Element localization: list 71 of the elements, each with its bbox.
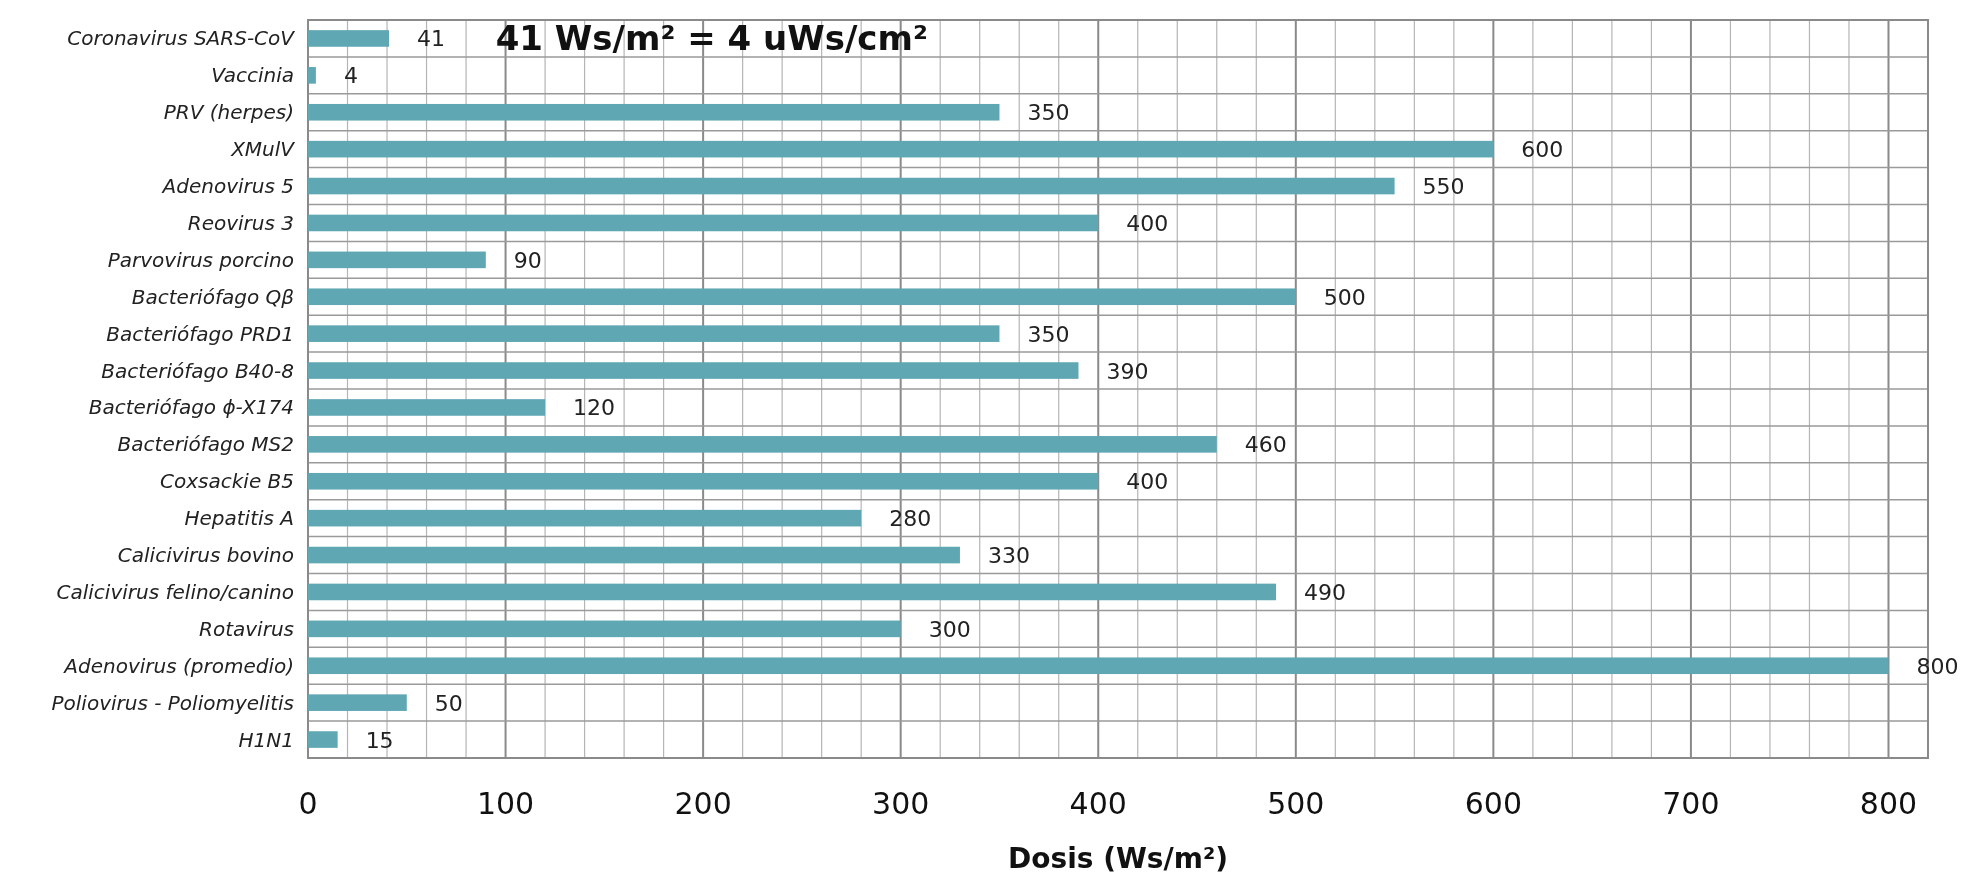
bar [308,288,1296,306]
y-tick-label: Poliovirus - Poliomyelitis [51,690,294,715]
data-label: 490 [1304,579,1347,605]
bar [308,362,1079,379]
data-label: 500 [1323,284,1366,310]
y-tick-label: Bacteriófago B40-8 [101,358,294,383]
y-tick-label: Coxsackie B5 [160,469,294,494]
data-label: 390 [1106,358,1149,384]
x-axis-title: Dosis (Ws/m²) [1008,842,1228,875]
data-label: 350 [1027,100,1070,126]
x-tick-label: 700 [1662,786,1720,821]
data-label: 600 [1521,137,1564,163]
data-label: 400 [1126,210,1169,236]
bar [308,731,338,748]
data-label: 400 [1126,469,1169,495]
x-tick-label: 400 [1069,786,1127,821]
x-tick-label: 800 [1859,786,1918,821]
data-label: 460 [1244,432,1287,458]
y-tick-label: Bacteriófago PRD1 [106,321,294,346]
data-label: 50 [434,690,463,716]
chart-title: 41 Ws/m² = 4 uWs/cm² [495,18,928,58]
data-label: 330 [987,543,1030,569]
y-tick-label: Adenovirus 5 [160,174,294,199]
bar [308,399,546,416]
x-tick-label: 500 [1267,786,1325,821]
bar [308,546,960,564]
y-tick-label: Bacteriófago Qβ [131,284,295,309]
bar [308,103,1000,121]
bar [308,694,407,711]
x-tick-label: 100 [476,786,535,821]
data-label: 4 [343,63,358,89]
y-tick-label: Calicivirus felino/canino [56,579,294,604]
bar [308,177,1395,195]
bar [308,30,389,47]
data-label: 300 [928,616,971,642]
bar [308,140,1494,158]
bar [308,67,316,84]
x-tick-label: 200 [674,786,732,821]
x-tick-label: 0 [298,786,318,821]
y-tick-label: Bacteriófago ɸ-X174 [88,395,294,420]
data-label: 350 [1027,321,1070,347]
data-label: 550 [1422,174,1465,200]
bar [308,583,1277,601]
y-tick-label: H1N1 [238,727,294,752]
data-label: 41 [417,26,445,52]
x-tick-label: 600 [1464,786,1522,821]
y-tick-label: Vaccinia [211,63,294,88]
data-label: 280 [889,506,932,532]
bar [308,472,1099,490]
bar [308,436,1217,453]
y-tick-label: PRV (herpes) [163,100,294,125]
bar [308,509,862,527]
y-tick-label: Reovirus 3 [187,210,294,235]
data-label: 120 [573,395,616,421]
y-tick-label: Adenovirus (promedio) [62,653,294,678]
y-tick-label: Hepatitis A [184,506,294,531]
x-tick-label: 300 [872,786,930,821]
data-label: 15 [365,727,394,753]
bar [308,214,1099,232]
y-tick-label: Bacteriófago MS2 [117,432,294,457]
y-tick-label: Coronavirus SARS-CoV [67,26,296,51]
y-tick-label: Rotavirus [199,616,294,641]
bar [308,657,1889,675]
y-tick-label: Calicivirus bovino [117,543,294,568]
bar [308,251,486,269]
bar [308,620,901,638]
y-tick-label: Parvovirus porcino [107,247,294,272]
data-label: 90 [513,247,542,273]
bar [308,325,1000,342]
y-tick-label: XMulV [230,137,296,162]
data-label: 800 [1916,653,1959,679]
